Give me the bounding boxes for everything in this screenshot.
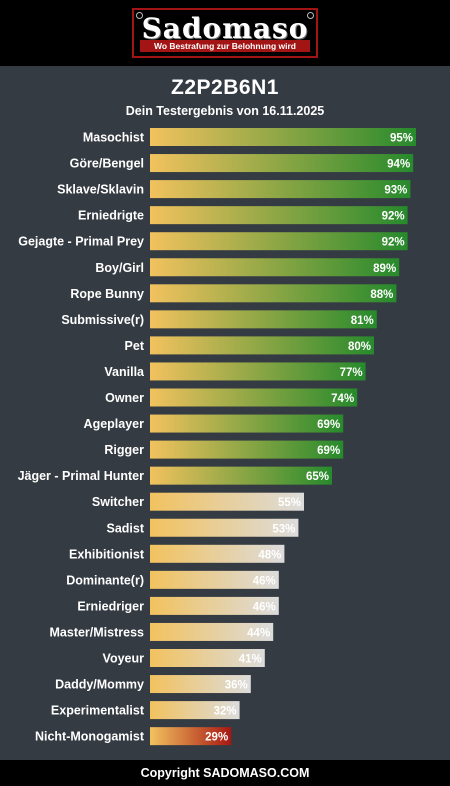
score-value-label: 92% xyxy=(382,237,405,249)
category-label: Ageplayer xyxy=(84,417,145,431)
score-value-label: 74% xyxy=(331,393,354,405)
score-bar xyxy=(150,388,358,407)
score-value-label: 88% xyxy=(370,289,393,301)
score-bar xyxy=(150,362,366,381)
score-bar xyxy=(150,649,265,667)
category-label: Jäger - Primal Hunter xyxy=(18,469,145,483)
site-logo[interactable]: Sadomaso Wo Bestrafung zur Belohnung wir… xyxy=(132,8,318,58)
score-bar xyxy=(150,154,414,173)
result-date-subtitle: Dein Testergebnis von 16.11.2025 xyxy=(125,104,325,118)
logo-rivet-icon xyxy=(136,12,143,19)
score-bar xyxy=(150,596,279,615)
score-value-label: 77% xyxy=(340,367,363,379)
score-bar xyxy=(150,310,377,329)
score-bar xyxy=(150,570,279,589)
score-bar xyxy=(150,414,344,433)
footer: Copyright SADOMASO.COM xyxy=(0,760,450,786)
score-value-label: 36% xyxy=(225,680,248,692)
category-label: Exhibitionist xyxy=(69,547,145,561)
category-label: Sklave/Sklavin xyxy=(57,183,144,197)
category-label: Erniedriger xyxy=(77,599,144,613)
score-value-label: 48% xyxy=(258,549,281,561)
category-label: Dominante(r) xyxy=(66,573,144,587)
score-bar xyxy=(150,727,232,746)
score-value-label: 46% xyxy=(253,575,276,587)
category-label: Rigger xyxy=(104,443,144,457)
score-bar xyxy=(150,206,408,225)
score-bar xyxy=(150,675,251,694)
score-value-label: 53% xyxy=(272,523,295,535)
score-bar xyxy=(150,336,374,355)
score-bar xyxy=(150,518,299,537)
score-value-label: 92% xyxy=(382,211,405,223)
category-label: Göre/Bengel xyxy=(70,157,144,171)
copyright-text: Copyright SADOMASO.COM xyxy=(140,766,310,780)
score-bar xyxy=(150,232,408,251)
logo-tagline: Wo Bestrafung zur Belohnung wird xyxy=(140,40,310,52)
score-value-label: 32% xyxy=(214,706,237,718)
score-bar xyxy=(150,492,304,511)
score-bar xyxy=(150,466,332,485)
category-label: Erniedrigte xyxy=(78,209,144,223)
score-bar xyxy=(150,180,411,199)
score-value-label: 95% xyxy=(390,133,413,145)
category-label: Rope Bunny xyxy=(70,287,144,301)
logo-title: Sadomaso xyxy=(141,12,309,45)
score-value-label: 46% xyxy=(253,601,276,613)
score-value-label: 55% xyxy=(278,497,301,509)
category-label: Masochist xyxy=(83,131,145,145)
score-value-label: 69% xyxy=(317,445,340,457)
category-label: Voyeur xyxy=(103,652,145,666)
score-value-label: 29% xyxy=(205,732,228,744)
score-value-label: 81% xyxy=(351,315,374,327)
score-value-label: 94% xyxy=(387,159,410,171)
category-label: Submissive(r) xyxy=(61,313,144,327)
category-label: Nicht-Monogamist xyxy=(35,730,145,744)
category-label: Vanilla xyxy=(104,365,145,379)
category-label: Sadist xyxy=(106,521,144,535)
category-label: Master/Mistress xyxy=(50,625,145,639)
score-value-label: 65% xyxy=(306,471,329,483)
category-label: Owner xyxy=(105,391,144,405)
score-value-label: 41% xyxy=(239,654,262,666)
category-label: Pet xyxy=(125,339,145,353)
score-value-label: 44% xyxy=(247,627,270,639)
score-bar xyxy=(150,440,344,459)
category-label: Boy/Girl xyxy=(95,261,144,275)
score-bar xyxy=(150,258,400,277)
score-bar xyxy=(150,544,285,563)
category-label: Gejagte - Primal Prey xyxy=(18,235,144,249)
result-code-title: Z2P2B6N1 xyxy=(171,76,279,99)
score-value-label: 89% xyxy=(373,263,396,275)
score-bar xyxy=(150,284,397,303)
score-bar xyxy=(150,622,274,641)
logo-rivet-icon xyxy=(307,12,314,19)
category-label: Experimentalist xyxy=(51,704,145,718)
score-bar xyxy=(150,128,416,146)
category-label: Switcher xyxy=(92,495,144,509)
score-value-label: 69% xyxy=(317,419,340,431)
category-label: Daddy/Mommy xyxy=(55,678,144,692)
score-value-label: 80% xyxy=(348,341,371,353)
score-bar xyxy=(150,701,240,720)
top-bar: Sadomaso Wo Bestrafung zur Belohnung wir… xyxy=(0,0,450,66)
score-value-label: 93% xyxy=(384,185,407,197)
